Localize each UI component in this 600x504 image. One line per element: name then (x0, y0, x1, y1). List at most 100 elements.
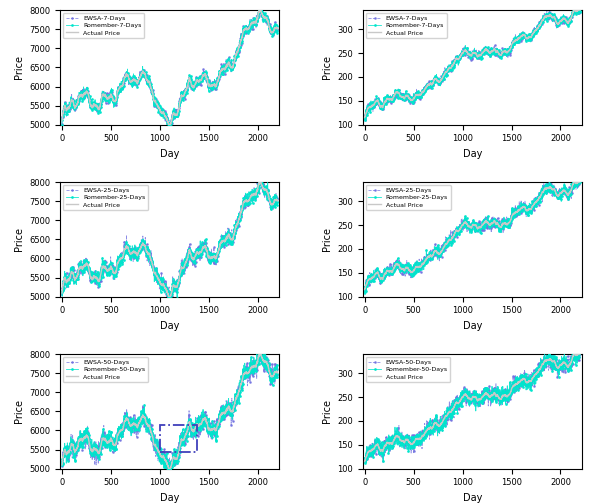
Romember-50-Days (576, 354, 583, 360)
Legend: EWSA-50-Days, Romember-50-Days, Actual Price: EWSA-50-Days, Romember-50-Days, Actual P… (366, 357, 451, 382)
Actual Price (58, 290, 65, 296)
EWSA-50-Days (497, 397, 504, 403)
Romember-50-Days (108, 435, 115, 442)
EWSA-7-Days (274, 27, 281, 33)
EWSA-25-Days (361, 289, 368, 295)
Legend: EWSA-7-Days, Romember-7-Days, Actual Price: EWSA-7-Days, Romember-7-Days, Actual Pri… (63, 13, 144, 38)
Actual Price (576, 351, 583, 357)
Romember-7-Days (576, 10, 583, 16)
Actual Price (411, 438, 418, 445)
Romember-25-Days (411, 266, 418, 272)
Y-axis label: Price: Price (14, 399, 23, 423)
Line: Actual Price: Actual Price (62, 181, 277, 298)
Actual Price (166, 122, 173, 129)
EWSA-50-Days (58, 463, 65, 469)
Romember-50-Days (577, 349, 584, 355)
EWSA-25-Days (58, 297, 65, 303)
EWSA-25-Days (512, 212, 520, 218)
EWSA-7-Days (411, 94, 418, 100)
Line: EWSA-50-Days: EWSA-50-Days (364, 344, 581, 465)
EWSA-25-Days (569, 171, 577, 177)
Line: Actual Price: Actual Price (365, 354, 580, 462)
Legend: EWSA-50-Days, Romember-50-Days, Actual Price: EWSA-50-Days, Romember-50-Days, Actual P… (63, 357, 148, 382)
Actual Price (210, 82, 217, 88)
Legend: EWSA-25-Days, Romember-25-Days, Actual Price: EWSA-25-Days, Romember-25-Days, Actual P… (63, 185, 148, 210)
Actual Price (274, 25, 281, 31)
EWSA-25-Days (577, 177, 584, 183)
Line: Actual Price: Actual Price (365, 182, 580, 290)
Actual Price (194, 77, 202, 83)
Y-axis label: Price: Price (14, 227, 23, 251)
Romember-25-Days (552, 189, 559, 195)
EWSA-7-Days (260, 11, 267, 17)
Line: EWSA-25-Days: EWSA-25-Days (61, 173, 278, 304)
Actual Price (108, 266, 115, 272)
Romember-25-Days (577, 175, 584, 181)
EWSA-7-Days (274, 27, 281, 33)
EWSA-25-Days (249, 195, 256, 201)
EWSA-50-Days (194, 421, 202, 427)
EWSA-7-Days (552, 19, 559, 25)
EWSA-7-Days (166, 125, 173, 131)
Line: EWSA-25-Days: EWSA-25-Days (364, 173, 581, 294)
Romember-7-Days (577, 9, 584, 15)
Romember-25-Days (571, 172, 578, 178)
EWSA-7-Days (562, 17, 569, 23)
Actual Price (249, 364, 256, 370)
Actual Price (577, 7, 584, 13)
X-axis label: Day: Day (160, 493, 179, 503)
Romember-50-Days (411, 440, 418, 446)
Line: EWSA-50-Days: EWSA-50-Days (61, 342, 278, 477)
Actual Price (260, 185, 267, 191)
Actual Price (571, 179, 578, 185)
Actual Price (411, 95, 418, 101)
Actual Price (194, 421, 202, 427)
Romember-50-Days (552, 354, 559, 360)
Romember-25-Days (576, 179, 583, 185)
Line: EWSA-7-Days: EWSA-7-Days (61, 5, 278, 129)
Y-axis label: Price: Price (14, 55, 23, 80)
EWSA-50-Days (210, 428, 217, 434)
Line: Actual Price: Actual Price (62, 9, 277, 125)
Actual Price (576, 7, 583, 13)
Romember-7-Days (194, 82, 202, 88)
Actual Price (210, 426, 217, 432)
Actual Price (497, 396, 504, 402)
Romember-50-Days (167, 472, 175, 478)
Actual Price (552, 188, 559, 195)
EWSA-50-Days (256, 341, 263, 347)
Romember-7-Days (575, 3, 582, 9)
EWSA-50-Days (361, 458, 368, 464)
Romember-7-Days (167, 125, 174, 132)
Romember-50-Days (361, 460, 368, 466)
Actual Price (497, 224, 504, 230)
EWSA-7-Days (257, 3, 264, 9)
EWSA-50-Days (552, 366, 559, 372)
Actual Price (274, 370, 281, 376)
Y-axis label: Price: Price (322, 227, 332, 251)
Romember-50-Days (361, 458, 368, 464)
X-axis label: Day: Day (160, 321, 179, 331)
Actual Price (58, 118, 65, 124)
Line: Romember-25-Days: Romember-25-Days (363, 174, 581, 296)
Romember-7-Days (108, 95, 115, 101)
Actual Price (249, 192, 256, 198)
EWSA-7-Days (58, 121, 65, 128)
Romember-7-Days (411, 93, 418, 99)
EWSA-50-Days (249, 357, 256, 363)
EWSA-50-Days (166, 472, 173, 478)
Romember-25-Days (58, 289, 65, 295)
Romember-25-Days (194, 246, 202, 253)
Line: Romember-7-Days: Romember-7-Days (363, 5, 581, 121)
Actual Price (411, 267, 418, 273)
EWSA-50-Days (576, 350, 583, 356)
Line: Actual Price: Actual Price (62, 353, 277, 470)
EWSA-25-Days (194, 246, 202, 253)
EWSA-50-Days (512, 379, 520, 385)
EWSA-25-Days (497, 229, 504, 235)
Actual Price (210, 254, 217, 260)
EWSA-25-Days (166, 300, 173, 306)
Romember-7-Days (249, 19, 256, 25)
Actual Price (497, 52, 504, 58)
Actual Price (512, 209, 520, 215)
